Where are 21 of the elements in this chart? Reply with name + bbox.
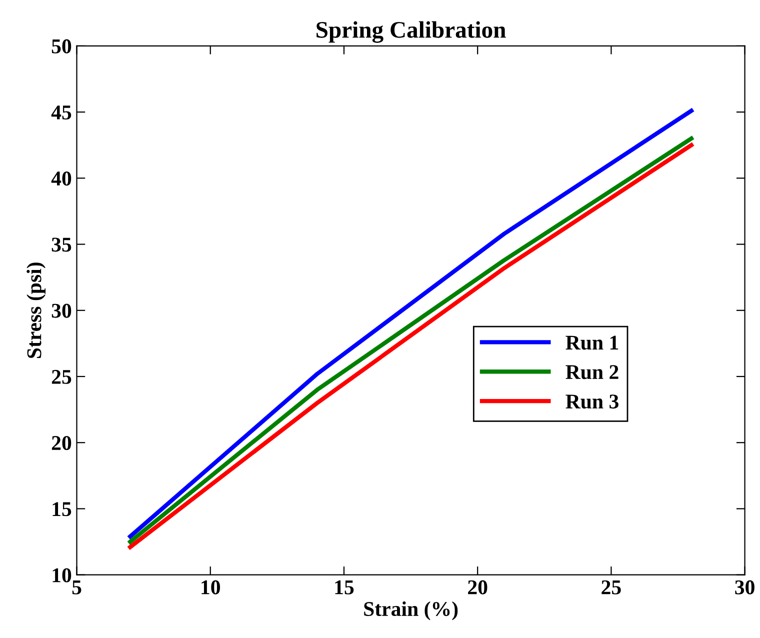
- y-tick-label: 45: [51, 106, 72, 120]
- y-tick-label: 10: [52, 568, 72, 582]
- x-tick-label: 5: [72, 580, 82, 594]
- y-tick-label: 40: [51, 172, 72, 186]
- y-tick-label: 20: [52, 436, 72, 450]
- y-tick-label: 25: [52, 370, 72, 384]
- y-axis-title: Stress (psi): [26, 262, 46, 358]
- legend-label: Run 2: [566, 365, 618, 380]
- legend-label: Run 1: [566, 336, 618, 350]
- legend-label: Run 3: [566, 394, 618, 409]
- chart-title: Spring Calibration: [316, 21, 506, 43]
- x-tick-label: 25: [602, 580, 621, 594]
- x-axis-title: Strain (%): [364, 601, 458, 620]
- y-tick-label: 15: [52, 502, 72, 516]
- x-tick-label: 15: [335, 580, 354, 594]
- x-tick-label: 20: [468, 580, 488, 594]
- y-tick-label: 30: [52, 304, 72, 318]
- x-tick-label: 10: [202, 580, 220, 594]
- x-tick-label: 30: [735, 580, 754, 594]
- y-tick-label: 50: [52, 39, 72, 54]
- y-tick-label: 35: [52, 238, 72, 252]
